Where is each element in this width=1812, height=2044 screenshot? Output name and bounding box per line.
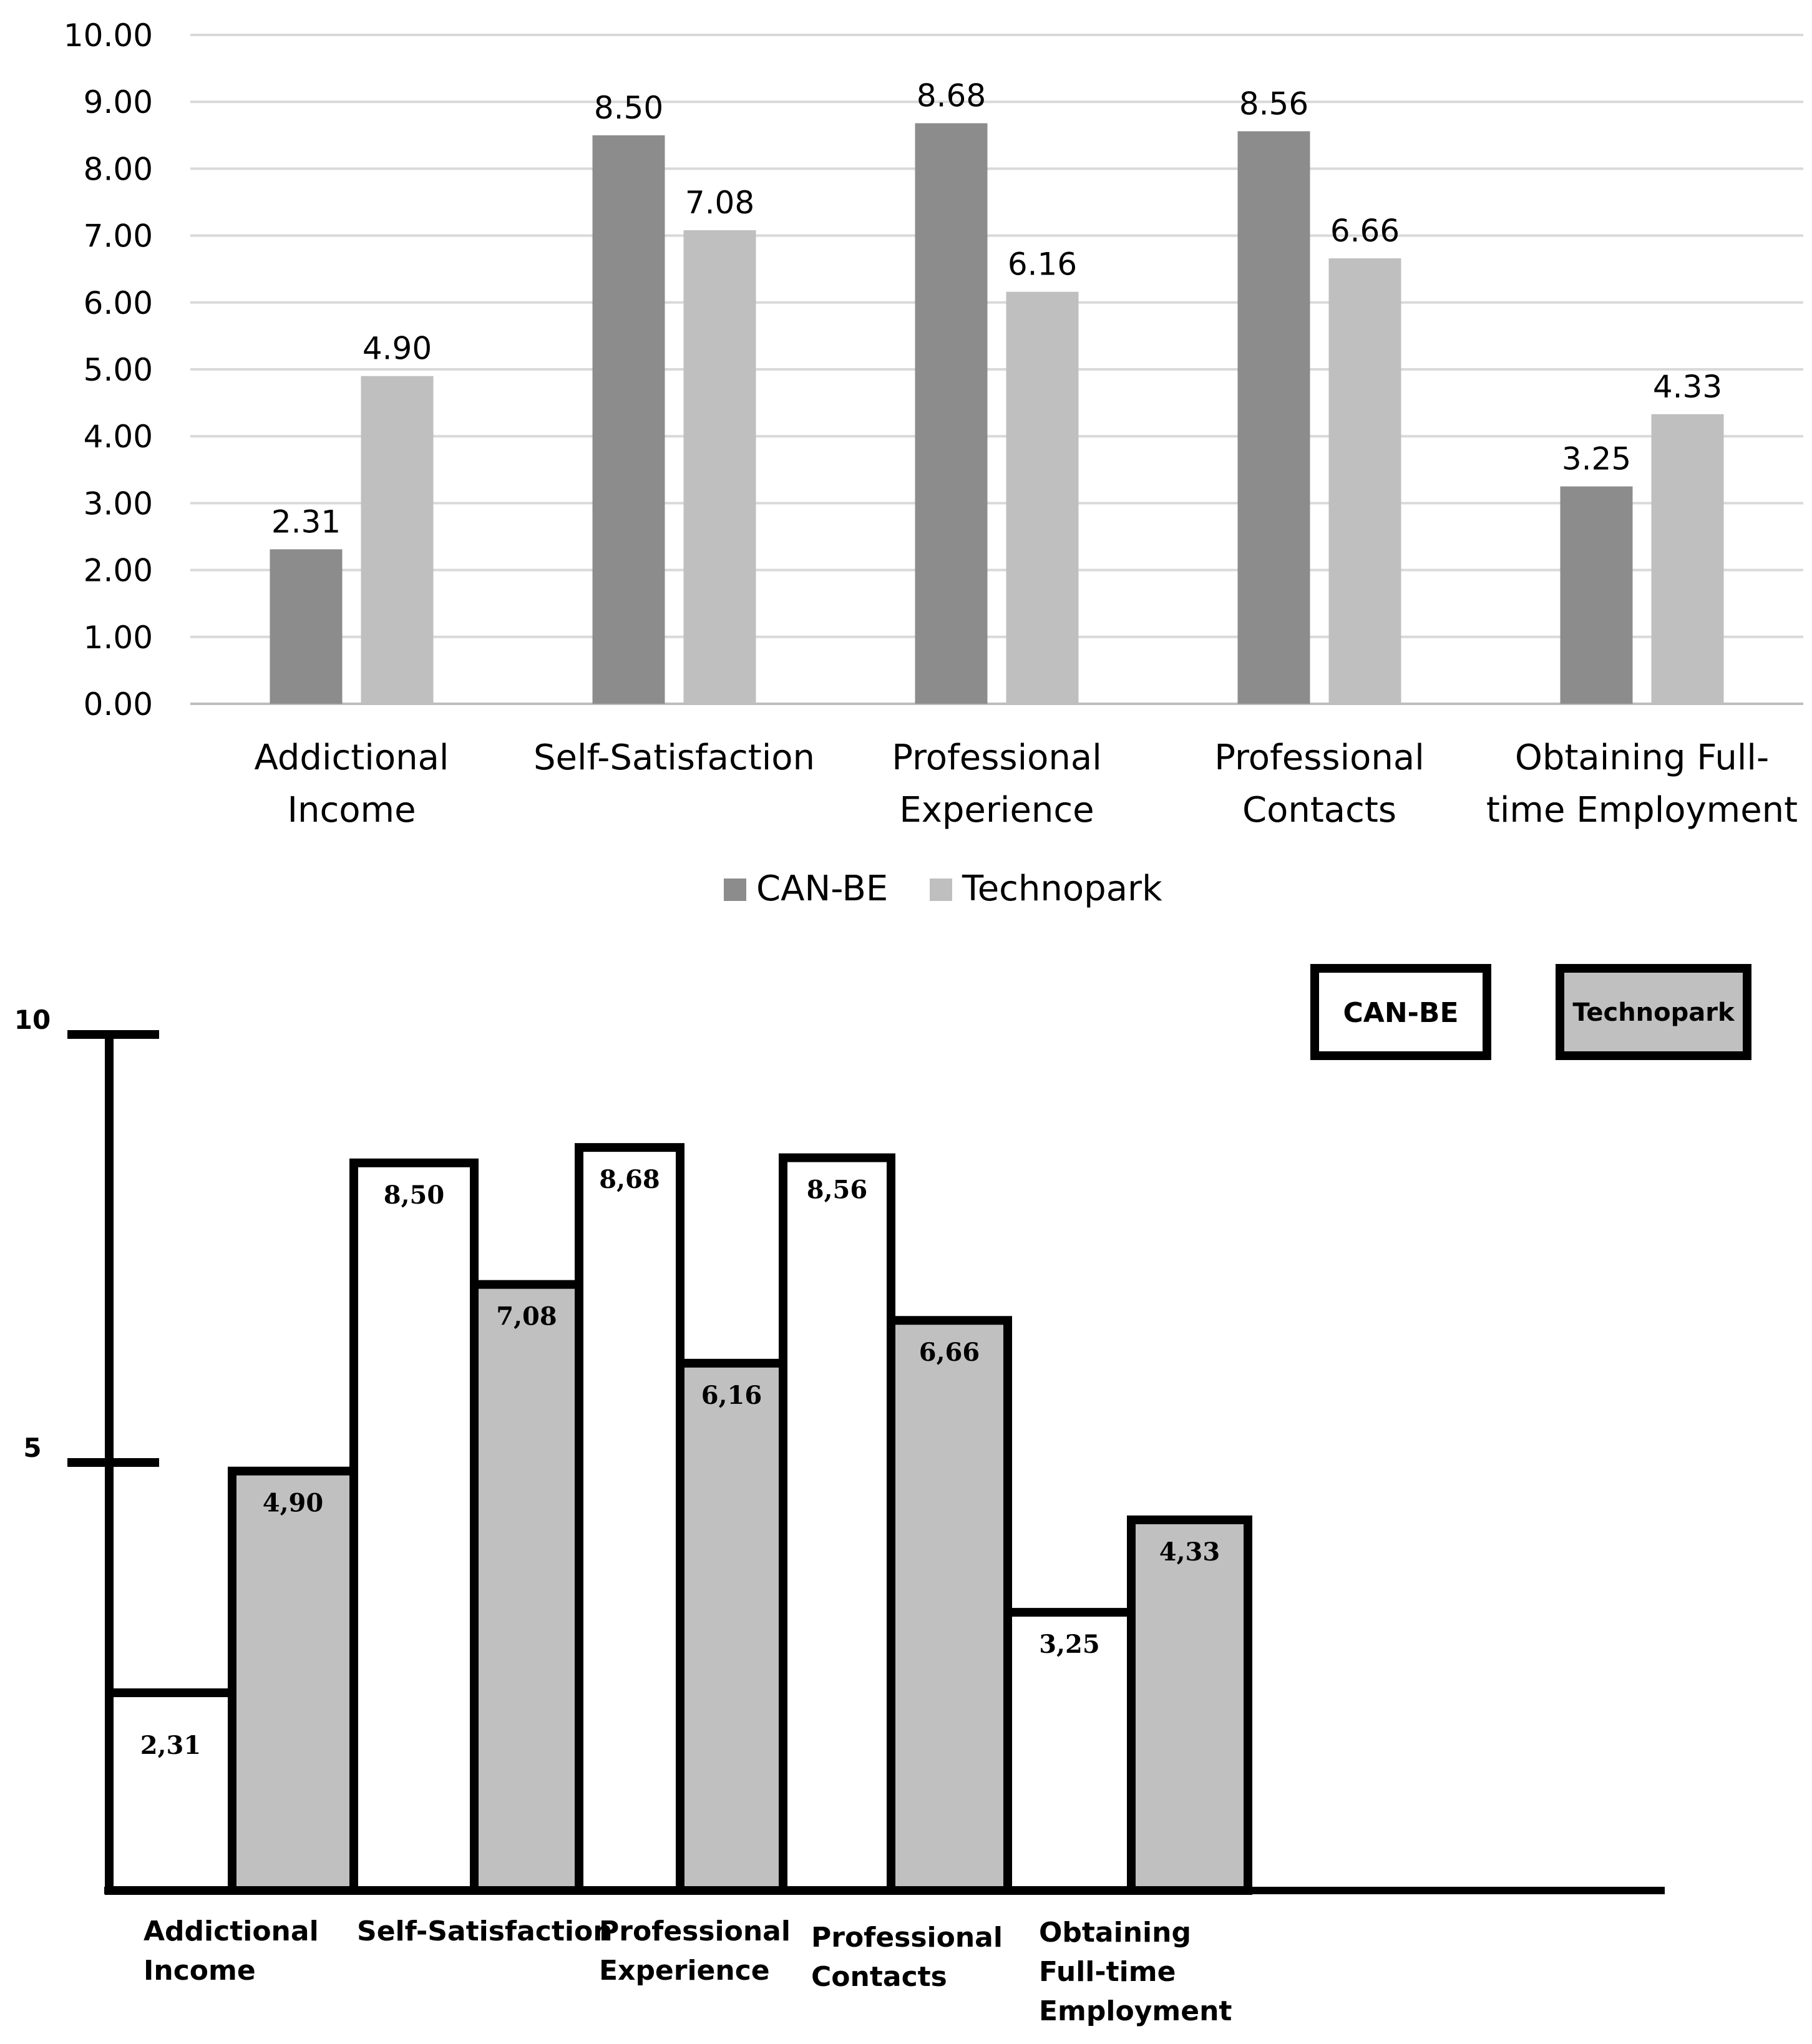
bar-technopark: [683, 230, 756, 704]
y-tick-label: 4.00: [84, 419, 153, 455]
bar-technopark: [1651, 414, 1724, 704]
x-tick-label: Professional: [892, 737, 1102, 778]
bar-technopark: [676, 1358, 787, 1895]
data-label: 3,25: [1039, 1630, 1099, 1659]
data-label: 8,50: [384, 1180, 444, 1210]
bar-technopark: [228, 1466, 358, 1895]
data-label: 6.16: [1008, 246, 1077, 283]
x-tick-label: time Employment: [1486, 790, 1798, 830]
data-label: 2,31: [140, 1731, 201, 1760]
data-label: 4.90: [363, 331, 432, 367]
y-tick-label: 10.00: [64, 17, 153, 54]
legend-box-can-be: [1310, 964, 1491, 1060]
bar-technopark: [887, 1316, 1012, 1896]
bar-technopark: [361, 376, 434, 704]
legend: CAN-BE Technopark: [1310, 964, 1751, 1060]
x-tick-label: Obtaining: [1039, 1917, 1191, 1949]
data-label: 6,16: [701, 1381, 762, 1410]
bar-can-be: [779, 1153, 895, 1895]
legend-label: Technopark: [1572, 998, 1735, 1027]
legend-label: CAN-BE: [1343, 997, 1458, 1029]
data-label: 8,68: [599, 1165, 660, 1194]
chart-1: 0.00 1.00 2.00 3.00 4.00 5.00 6.00 7.00 8.00 9.00…: [64, 17, 1803, 909]
y-tick-label: 3.00: [84, 485, 153, 522]
bar-can-be: [1237, 131, 1310, 704]
x-tick-label: Contacts: [811, 1961, 947, 1993]
x-tick-label: Obtaining Full-: [1515, 737, 1769, 778]
y-tick-label: 5: [23, 1433, 41, 1463]
y-tick-label: 8.00: [84, 151, 153, 187]
legend-swatch-can-be: [724, 878, 746, 901]
data-label: 2.31: [271, 504, 341, 540]
x-tick-label: Addictional: [144, 1915, 319, 1947]
x-tick-label: Contacts: [1242, 790, 1396, 830]
bar-can-be: [1560, 486, 1633, 704]
data-label: 4,33: [1159, 1537, 1220, 1567]
legend-label: Technopark: [962, 869, 1162, 909]
x-tick-label: Full-time: [1039, 1956, 1176, 1988]
bar-technopark: [470, 1280, 583, 1895]
bar-can-be: [270, 549, 343, 704]
y-tick-label: 2.00: [84, 553, 153, 589]
data-label: 8.50: [594, 90, 663, 126]
x-tick-label: Professional: [811, 1922, 1003, 1954]
bar-technopark: [1127, 1515, 1252, 1896]
legend: CAN-BE Technopark: [724, 869, 1162, 909]
bar-technopark: [1006, 291, 1079, 704]
legend-swatch-technopark: [930, 878, 952, 901]
chart-2: 2,31 4,90 8,50 7,08 8,68 6,16 8,56 6,66 3,25 4,33…: [14, 964, 1751, 2027]
bar-can-be: [349, 1158, 479, 1895]
y-tick-label: 0.00: [84, 686, 153, 723]
y-tick-label: 1.00: [84, 620, 153, 656]
data-label: 8.56: [1239, 85, 1308, 122]
legend-box-technopark: [1556, 964, 1751, 1060]
data-label: 4,90: [263, 1489, 323, 1518]
data-label: 3.25: [1562, 441, 1631, 477]
x-tick-label: Income: [144, 1955, 256, 1987]
y-tick-label: 9.00: [84, 84, 153, 120]
x-tick-label: Addictional: [255, 737, 449, 778]
x-tick-label: Income: [287, 790, 416, 830]
x-tick-label: Self-Satisfaction: [533, 737, 815, 778]
x-tick-label: Professional: [1214, 737, 1425, 778]
x-tick-label: Experience: [599, 1955, 770, 1987]
data-label: 4.33: [1653, 369, 1722, 405]
legend-label: CAN-BE: [756, 869, 888, 909]
bar-can-be: [592, 135, 665, 704]
bar-can-be: [105, 1688, 236, 1896]
data-label: 6,66: [919, 1338, 980, 1367]
bar-can-be: [915, 123, 988, 704]
y-tick-label: 5.00: [84, 352, 153, 388]
bar-technopark: [1328, 258, 1401, 704]
data-label: 8.68: [917, 78, 986, 114]
y-tick-label: 6.00: [84, 285, 153, 321]
x-tick-label: Self-Satisfaction: [357, 1915, 613, 1947]
data-label: 7,08: [496, 1302, 557, 1331]
bar-can-be: [575, 1143, 684, 1895]
x-tick-label: Professional: [599, 1915, 791, 1947]
data-label: 6.66: [1330, 213, 1400, 249]
x-tick-label: Employment: [1039, 1995, 1232, 2027]
y-tick-label: 7.00: [84, 218, 153, 255]
bar-can-be: [1003, 1608, 1136, 1896]
y-tick-label: 10: [14, 1005, 51, 1035]
data-label: 8,56: [807, 1175, 867, 1205]
data-label: 7.08: [685, 185, 754, 221]
x-tick-label: Experience: [899, 790, 1094, 830]
